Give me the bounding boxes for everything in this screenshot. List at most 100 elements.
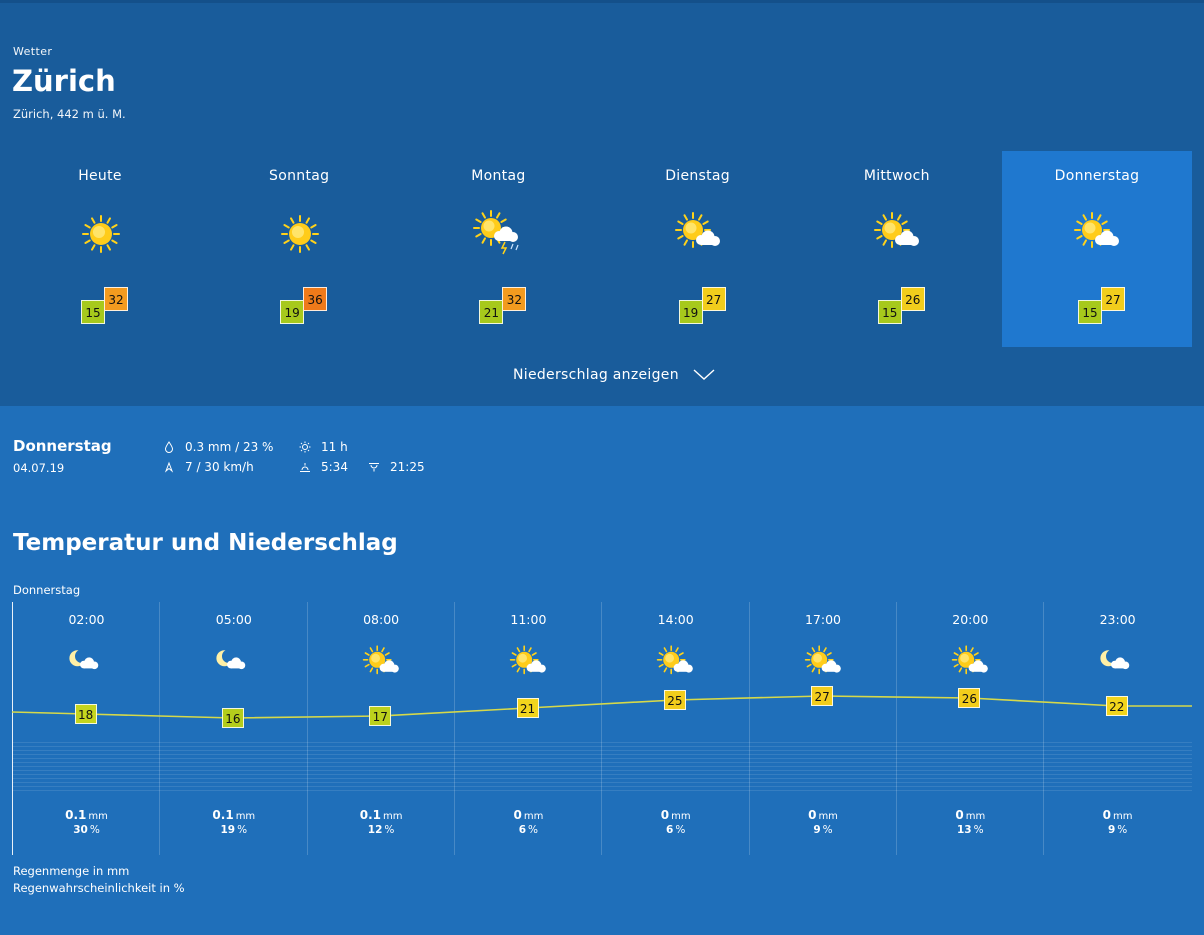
chevron-down-icon [693,369,715,380]
precip-probability-value: 6 [518,824,527,836]
city-title: Zürich [12,64,116,98]
sun-shape [873,212,910,248]
wind-stat: 7 / 30 km/h [163,460,254,474]
sun-icon [270,208,330,260]
precip-amount-value: 0 [1102,808,1112,822]
hour-time: 02:00 [68,612,105,627]
legend-rain-probability: Regenwahrscheinlichkeit in % [13,881,185,895]
show-precipitation-label: Niederschlag anzeigen [513,367,679,383]
sun-cloud-icon [652,642,700,680]
section-eyebrow: Wetter [13,45,53,58]
precip-probability-value: 12 [367,824,383,836]
sun-shape [674,212,711,248]
precip-amount-value: 0.1 [212,808,234,822]
precip-amount: 0 mm [750,808,897,822]
precip-probability-unit: % [1117,824,1128,836]
moon-cloud-icon [210,642,258,680]
hour-time: 11:00 [510,612,547,627]
precip-probability-value: 13 [956,824,972,836]
hour-column-1700: 17:00 0 mm 9% [748,602,897,855]
hour-column-0500: 05:00 0.1 mm 19% [159,602,306,855]
day-card-sonntag[interactable]: Sonntag 19 36 [204,151,394,347]
precipitation-area [12,742,1192,792]
day-card-donnerstag[interactable]: Donnerstag 15 27 [1002,151,1192,347]
precip-amount-value: 0.1 [359,808,381,822]
precip-probability-unit: % [89,824,100,836]
day-forecast-list: Heute 15 32 Sonntag 19 36 Montag 21 32 Dienstag 19… [5,151,1195,347]
precip-probability: 6% [455,824,602,836]
rain-stat: 0.3 mm / 23 % [163,440,273,454]
hour-time: 08:00 [363,612,400,627]
rain-value: 0.3 mm / 23 % [185,440,274,454]
show-precipitation-toggle[interactable]: Niederschlag anzeigen [513,367,715,383]
sun-outline-icon [299,441,311,453]
day-min-temp: 19 [678,300,703,324]
precip-amount-unit: mm [235,811,256,822]
hour-time: 20:00 [952,612,989,627]
precip-amount-unit: mm [1113,811,1133,822]
hour-temperature-label: 18 [74,704,97,724]
sunrise-stat: 5:34 [299,460,348,474]
precip-probability-unit: % [822,824,833,836]
sun-cloud-icon [947,642,995,680]
hour-temperature-label: 27 [811,686,834,706]
sunshine-stat: 11 h [299,440,348,454]
moon-cloud-icon [63,642,111,680]
sunset-value: 21:25 [390,460,425,474]
moon-cloud-icon [1094,642,1142,680]
day-max-temp: 27 [1101,287,1125,311]
precip-amount-value: 0.1 [65,808,87,822]
precip-amount-unit: mm [88,811,108,822]
precip-probability-value: 9 [813,824,821,836]
sun-cloud-icon [505,642,553,680]
day-card-montag[interactable]: Montag 21 32 [403,151,593,347]
precip-amount-unit: mm [818,811,838,822]
hour-temperature-label: 26 [958,688,981,708]
precip-amount: 0 mm [455,808,602,822]
precip-probability-unit: % [528,824,539,836]
precip-amount-unit: mm [382,811,403,822]
day-name: Montag [471,168,526,184]
sun-cloud-thunder-icon [469,208,529,260]
sun-cloud-icon [358,642,406,680]
sunset-icon [369,463,379,472]
sun-cloud-icon [669,208,729,260]
selected-day-date: 04.07.19 [13,461,65,475]
precip-probability-unit: % [384,824,395,836]
precip-amount: 0 mm [897,808,1044,822]
day-name: Dienstag [665,168,730,184]
precip-amount-value: 0 [660,808,670,822]
precip-probability-value: 6 [666,824,674,836]
precip-probability: 12% [308,824,455,836]
hour-time: 05:00 [215,612,252,627]
hour-column-0800: 08:00 0.1 mm 12% [306,602,455,855]
legend-rain-amount: Regenmenge in mm [13,864,130,878]
chart-day-label: Donnerstag [13,583,81,597]
precip-probability-value: 9 [1107,824,1116,836]
hour-temperature-label: 21 [516,698,539,718]
hour-column-0200: 02:00 0.1 mm 30% [12,602,159,855]
hour-temperature-label: 17 [369,706,392,726]
day-card-dienstag[interactable]: Dienstag 19 27 [603,151,793,347]
precip-probability-value: 19 [220,824,236,836]
hour-temperature-label: 22 [1105,696,1128,716]
precip-amount: 0 mm [602,808,749,822]
hour-column-1400: 14:00 0 mm 6% [601,602,748,855]
hour-column-2000: 20:00 0 mm 13% [895,602,1044,855]
section-title: Temperatur und Niederschlag [13,530,398,556]
sun-shape [281,215,320,253]
day-max-temp: 32 [104,287,128,311]
day-card-mittwoch[interactable]: Mittwoch 15 26 [802,151,992,347]
precip-amount-unit: mm [671,811,691,822]
hour-time: 14:00 [657,612,694,627]
wind-value: 7 / 30 km/h [185,460,254,474]
day-name: Heute [78,168,122,184]
forecast-header: Wetter Zürich Zürich, 442 m ü. M. Heute 1… [0,0,1204,406]
day-name: Donnerstag [1054,168,1140,184]
day-name: Mittwoch [863,168,930,184]
day-min-temp: 15 [1078,300,1102,324]
sunrise-icon [300,463,310,472]
hourly-forecast-chart: 02:00 0.1 mm 30% 05:00 0.1 mm 19% 08:00 0.1 mm 12% 1… [12,602,1192,855]
precip-amount-value: 0 [808,808,817,822]
day-card-heute[interactable]: Heute 15 32 [5,151,195,347]
